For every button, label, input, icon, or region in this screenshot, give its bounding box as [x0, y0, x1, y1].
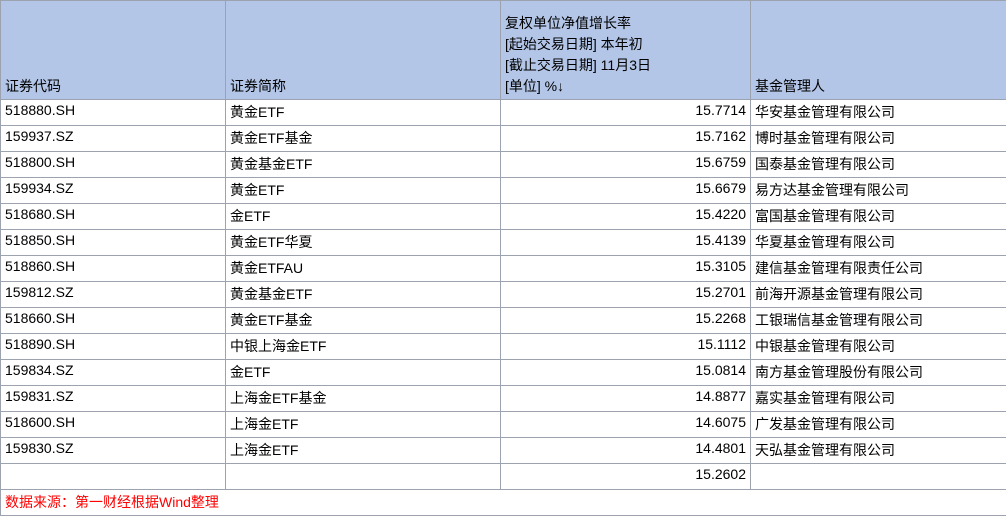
cell-manager: 天弘基金管理有限公司 — [751, 438, 1006, 464]
table-row: 518860.SH黄金ETFAU15.3105建信基金管理有限责任公司 — [1, 256, 1006, 282]
cell-name: 上海金ETF — [226, 438, 501, 464]
cell-code: 518890.SH — [1, 334, 226, 360]
col-code: 证券代码 — [1, 1, 226, 100]
table-row: 518880.SH黄金ETF15.7714华安基金管理有限公司 — [1, 100, 1006, 126]
cell-code: 159830.SZ — [1, 438, 226, 464]
table-row: 159831.SZ上海金ETF基金14.8877嘉实基金管理有限公司 — [1, 386, 1006, 412]
cell-name: 中银上海金ETF — [226, 334, 501, 360]
cell-growth: 15.0814 — [501, 360, 751, 386]
cell-growth: 15.7714 — [501, 100, 751, 126]
cell-name: 金ETF — [226, 204, 501, 230]
header-row: 证券代码 证券简称 复权单位净值增长率[起始交易日期] 本年初[截止交易日期] … — [1, 1, 1006, 100]
table-row: 159830.SZ上海金ETF14.4801天弘基金管理有限公司 — [1, 438, 1006, 464]
cell-manager: 南方基金管理股份有限公司 — [751, 360, 1006, 386]
cell-code: 159812.SZ — [1, 282, 226, 308]
cell-code: 518860.SH — [1, 256, 226, 282]
cell-manager: 广发基金管理有限公司 — [751, 412, 1006, 438]
cell-name: 黄金ETFAU — [226, 256, 501, 282]
cell-growth: 15.2602 — [501, 464, 751, 490]
cell-growth: 15.1112 — [501, 334, 751, 360]
cell-name — [226, 464, 501, 490]
table-row: 159834.SZ金ETF15.0814南方基金管理股份有限公司 — [1, 360, 1006, 386]
cell-growth: 14.4801 — [501, 438, 751, 464]
cell-growth: 15.6679 — [501, 178, 751, 204]
cell-growth: 15.4220 — [501, 204, 751, 230]
cell-manager: 华夏基金管理有限公司 — [751, 230, 1006, 256]
summary-row: 15.2602 — [1, 464, 1006, 490]
etf-table: 证券代码 证券简称 复权单位净值增长率[起始交易日期] 本年初[截止交易日期] … — [0, 0, 1006, 516]
cell-name: 黄金ETF — [226, 178, 501, 204]
cell-name: 黄金ETF基金 — [226, 308, 501, 334]
table-row: 159934.SZ黄金ETF15.6679易方达基金管理有限公司 — [1, 178, 1006, 204]
cell-manager: 博时基金管理有限公司 — [751, 126, 1006, 152]
cell-growth: 15.2701 — [501, 282, 751, 308]
cell-growth: 15.7162 — [501, 126, 751, 152]
cell-code — [1, 464, 226, 490]
cell-code: 518600.SH — [1, 412, 226, 438]
cell-name: 黄金ETF — [226, 100, 501, 126]
cell-name: 黄金ETF基金 — [226, 126, 501, 152]
cell-code: 518880.SH — [1, 100, 226, 126]
cell-code: 159831.SZ — [1, 386, 226, 412]
table-row: 518600.SH上海金ETF14.6075广发基金管理有限公司 — [1, 412, 1006, 438]
cell-growth: 15.6759 — [501, 152, 751, 178]
cell-name: 金ETF — [226, 360, 501, 386]
cell-name: 黄金基金ETF — [226, 282, 501, 308]
cell-growth: 15.3105 — [501, 256, 751, 282]
cell-manager: 工银瑞信基金管理有限公司 — [751, 308, 1006, 334]
cell-name: 黄金ETF华夏 — [226, 230, 501, 256]
cell-name: 黄金基金ETF — [226, 152, 501, 178]
col-growth: 复权单位净值增长率[起始交易日期] 本年初[截止交易日期] 11月3日[单位] … — [501, 1, 751, 100]
cell-growth: 14.6075 — [501, 412, 751, 438]
cell-manager: 前海开源基金管理有限公司 — [751, 282, 1006, 308]
cell-growth: 15.2268 — [501, 308, 751, 334]
table-row: 518660.SH黄金ETF基金15.2268工银瑞信基金管理有限公司 — [1, 308, 1006, 334]
cell-name: 上海金ETF — [226, 412, 501, 438]
cell-growth: 15.4139 — [501, 230, 751, 256]
table-row: 159812.SZ黄金基金ETF15.2701前海开源基金管理有限公司 — [1, 282, 1006, 308]
cell-manager: 中银基金管理有限公司 — [751, 334, 1006, 360]
cell-growth: 14.8877 — [501, 386, 751, 412]
cell-code: 518660.SH — [1, 308, 226, 334]
cell-manager: 建信基金管理有限责任公司 — [751, 256, 1006, 282]
table-row: 518680.SH金ETF15.4220富国基金管理有限公司 — [1, 204, 1006, 230]
table-row: 518890.SH中银上海金ETF15.1112中银基金管理有限公司 — [1, 334, 1006, 360]
cell-code: 518850.SH — [1, 230, 226, 256]
cell-code: 518680.SH — [1, 204, 226, 230]
table-row: 159937.SZ黄金ETF基金15.7162博时基金管理有限公司 — [1, 126, 1006, 152]
cell-manager: 嘉实基金管理有限公司 — [751, 386, 1006, 412]
col-name: 证券简称 — [226, 1, 501, 100]
cell-code: 159834.SZ — [1, 360, 226, 386]
cell-name: 上海金ETF基金 — [226, 386, 501, 412]
table-body: 518880.SH黄金ETF15.7714华安基金管理有限公司159937.SZ… — [1, 100, 1006, 516]
table-row: 518850.SH黄金ETF华夏15.4139华夏基金管理有限公司 — [1, 230, 1006, 256]
col-manager: 基金管理人 — [751, 1, 1006, 100]
cell-manager: 富国基金管理有限公司 — [751, 204, 1006, 230]
cell-manager: 易方达基金管理有限公司 — [751, 178, 1006, 204]
cell-manager: 华安基金管理有限公司 — [751, 100, 1006, 126]
cell-manager: 国泰基金管理有限公司 — [751, 152, 1006, 178]
cell-manager — [751, 464, 1006, 490]
cell-code: 159937.SZ — [1, 126, 226, 152]
table-row: 518800.SH黄金基金ETF15.6759国泰基金管理有限公司 — [1, 152, 1006, 178]
cell-code: 159934.SZ — [1, 178, 226, 204]
cell-code: 518800.SH — [1, 152, 226, 178]
